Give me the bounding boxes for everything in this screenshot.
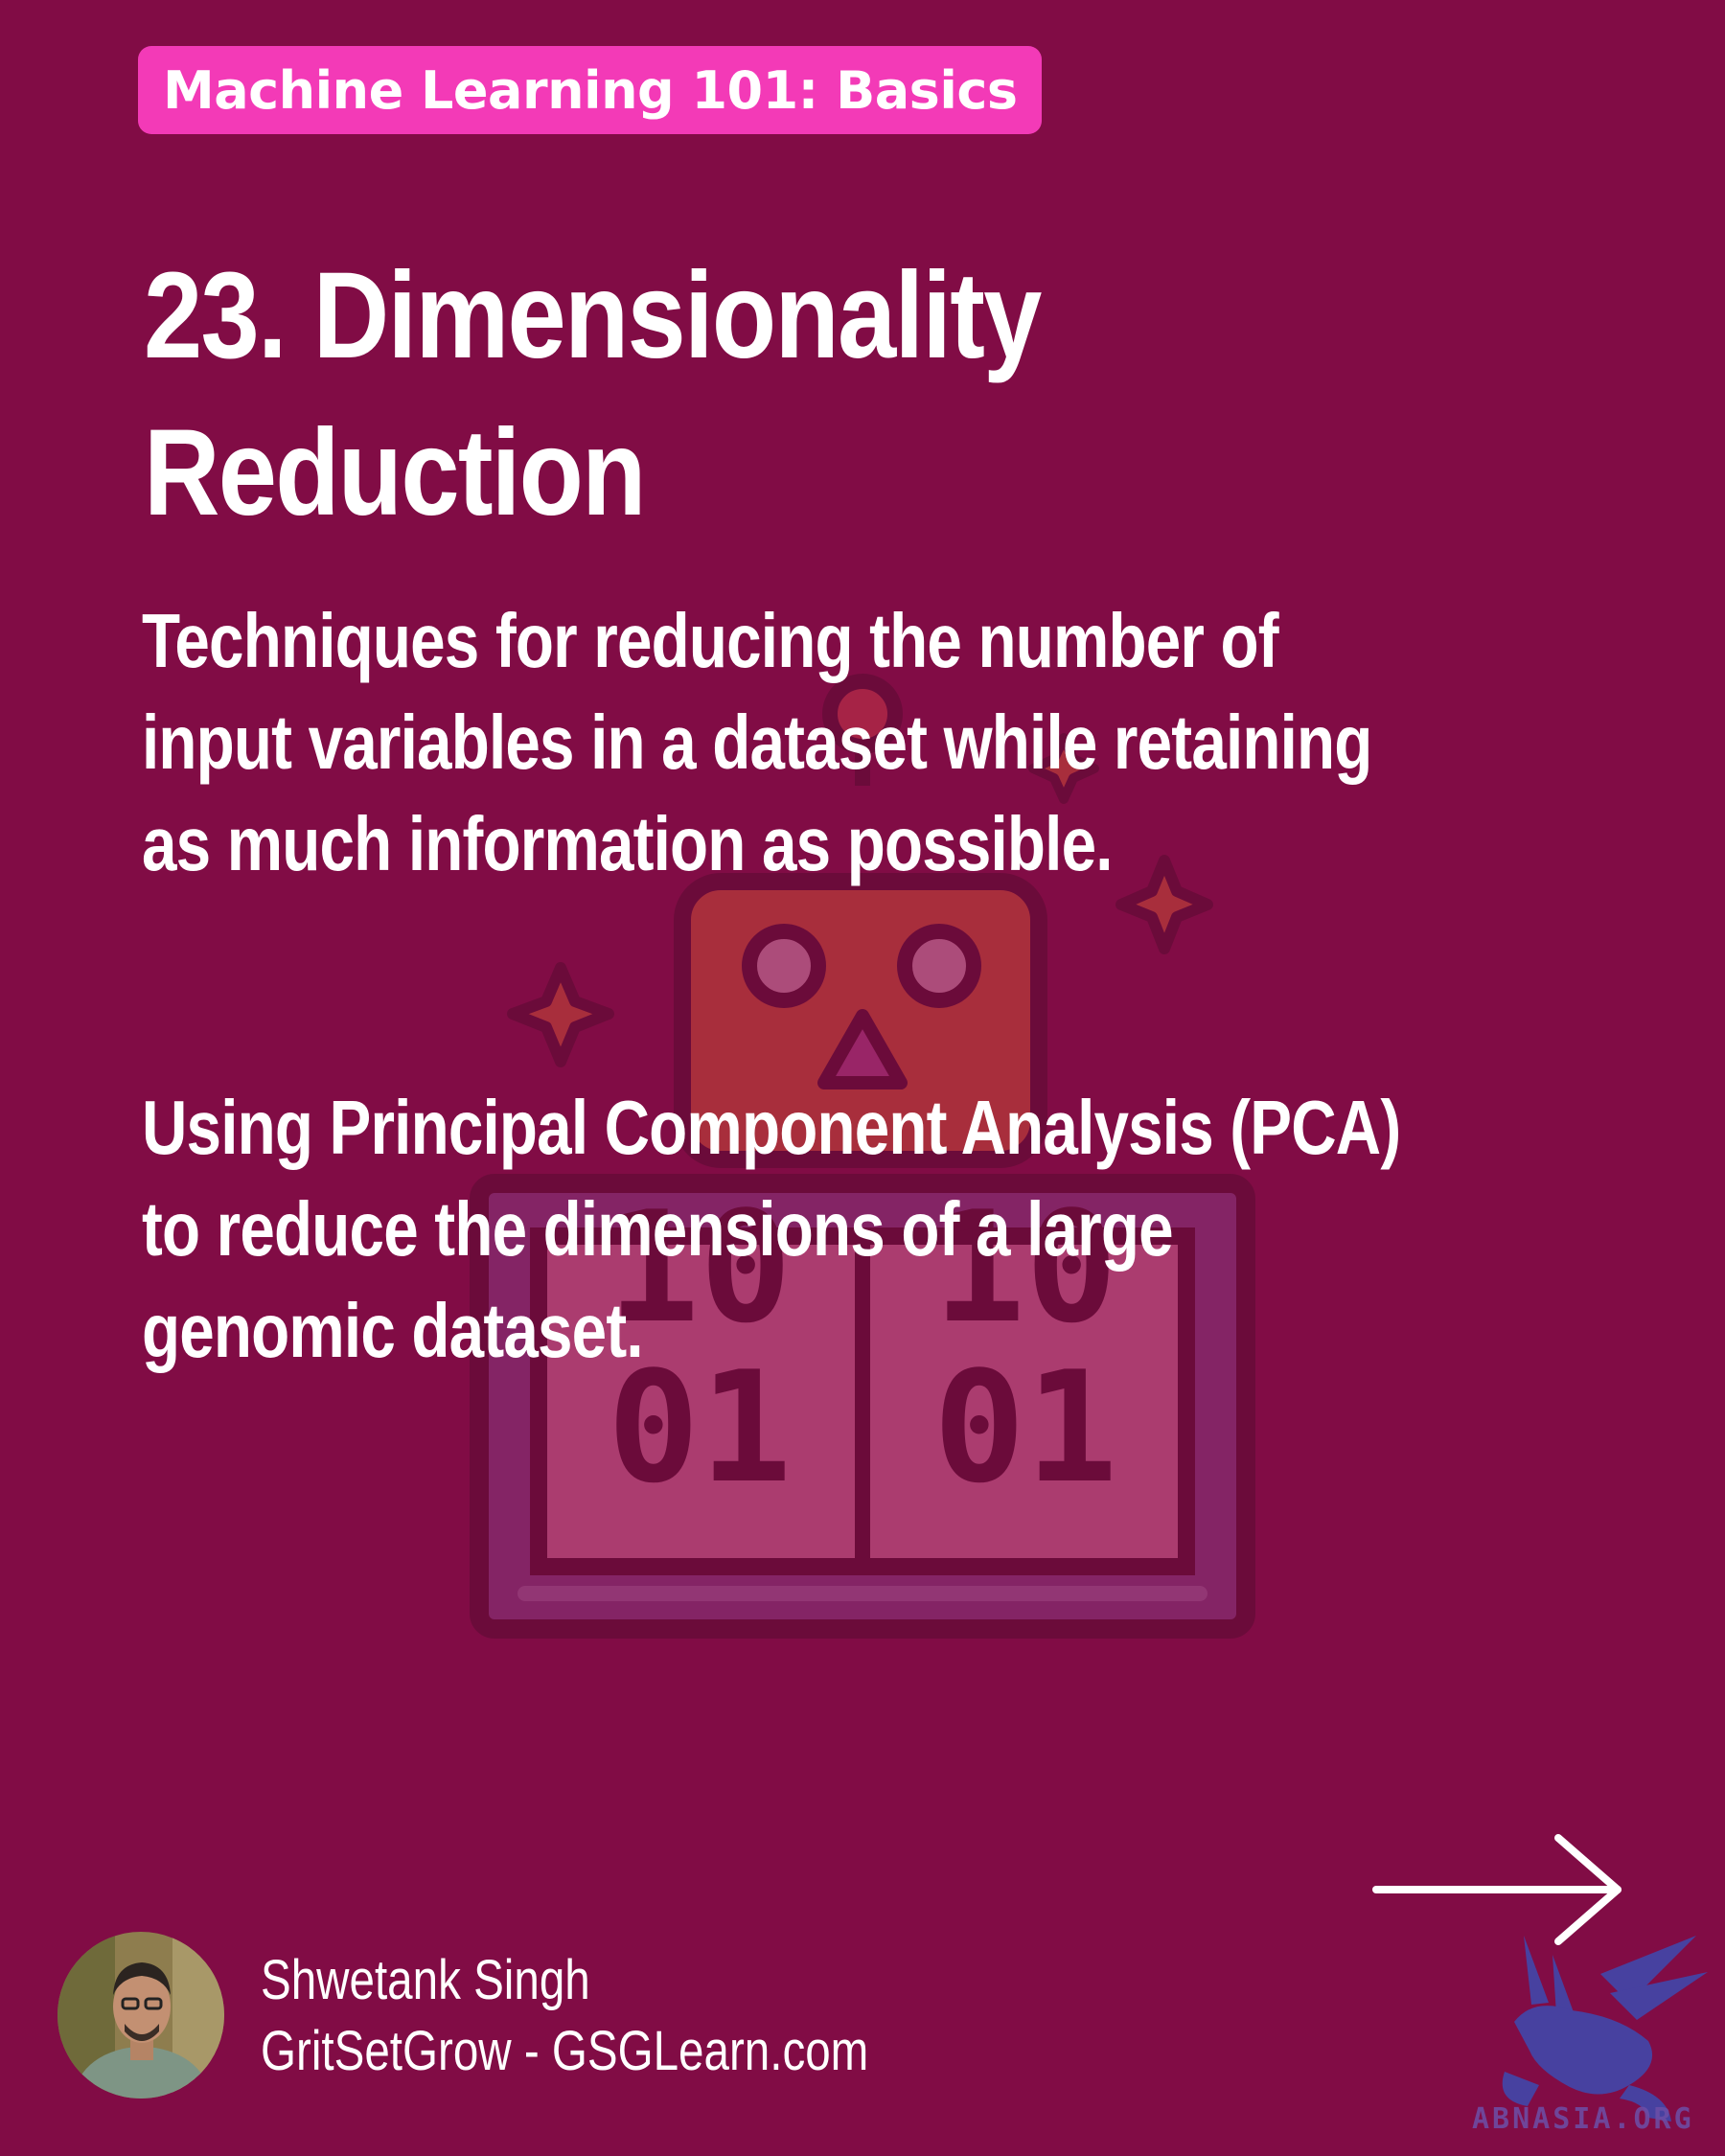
author-name: Shwetank Singh (261, 1949, 590, 2011)
author-site: GritSetGrow - GSGLearn.com (261, 2020, 869, 2082)
example-line-1: Using Principal Component Analysis (PCA) (142, 1085, 1401, 1170)
robot-binary-icon: 10 10 01 01 (470, 674, 1255, 1639)
definition-line-3: as much information as possible. (142, 801, 1113, 886)
example-line-3: genomic dataset. (142, 1288, 644, 1373)
watermark-text: ABNASIA.ORG (1472, 2102, 1694, 2136)
example-text: Using Principal Component Analysis (PCA)… (142, 1077, 1572, 1382)
series-badge-label: Machine Learning 101: Basics (163, 59, 1018, 121)
definition-line-1: Techniques for reducing the number of (142, 598, 1279, 683)
arrow-right-icon[interactable] (1370, 1832, 1631, 1947)
binary-top-left: 10 (608, 1178, 793, 1357)
binary-top-right: 10 (933, 1178, 1118, 1357)
definition-line-2: input variables in a dataset while retai… (142, 700, 1372, 785)
title-line-2: Reduction (144, 404, 646, 541)
binary-bottom-left: 01 (608, 1338, 793, 1517)
definition-text: Techniques for reducing the number of in… (142, 590, 1572, 895)
series-badge: Machine Learning 101: Basics (138, 46, 1043, 134)
page-title: 23. Dimensionality Reduction (144, 238, 1380, 552)
griffin-logo (1502, 1936, 1708, 2122)
avatar (58, 1932, 224, 2099)
title-line-1: 23. Dimensionality (144, 247, 1042, 384)
binary-bottom-right: 01 (933, 1338, 1118, 1517)
example-line-2: to reduce the dimensions of a large (142, 1186, 1174, 1272)
